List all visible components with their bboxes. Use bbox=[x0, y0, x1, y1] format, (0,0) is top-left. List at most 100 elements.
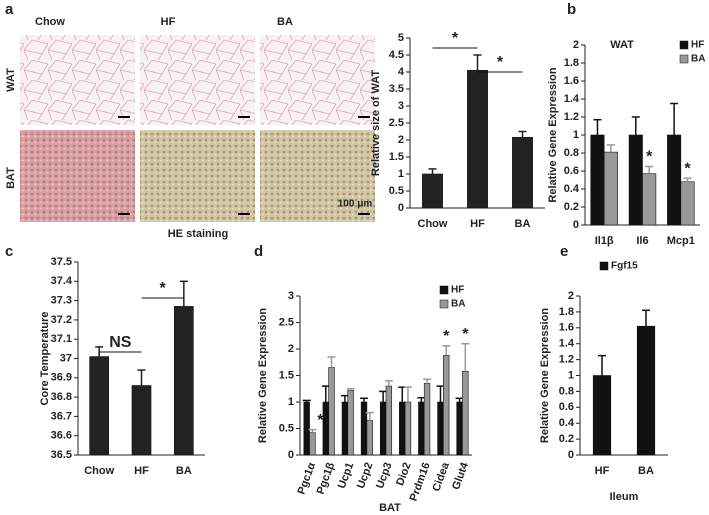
y-tick-label: 1.6 bbox=[559, 322, 574, 334]
caption: HE staining bbox=[168, 228, 229, 240]
y-tick-label: 4 bbox=[398, 66, 405, 78]
x-axis-label: Ileum bbox=[610, 491, 639, 503]
x-tick-label: Il6 bbox=[636, 235, 648, 247]
bar bbox=[590, 134, 605, 226]
legend-label: Fgf15 bbox=[611, 261, 638, 272]
column-label: HF bbox=[161, 16, 176, 28]
y-tick-label: 0.8 bbox=[564, 147, 579, 159]
y-tick-label: 1.5 bbox=[279, 369, 294, 381]
y-axis-label: Relative size of WAT bbox=[370, 70, 382, 176]
y-tick-label: 0.5 bbox=[389, 185, 404, 197]
legend-swatch bbox=[679, 54, 689, 64]
y-tick-label: 0.5 bbox=[279, 422, 294, 434]
bar bbox=[423, 383, 431, 456]
x-tick-label: Chow bbox=[84, 465, 114, 477]
y-tick-label: 36.6 bbox=[51, 430, 72, 442]
legend-label: BA bbox=[451, 299, 465, 310]
bar bbox=[322, 401, 329, 456]
significance: * bbox=[497, 54, 504, 71]
bar bbox=[443, 355, 450, 456]
y-axis-label: Core Temperature bbox=[39, 312, 51, 406]
bar bbox=[360, 401, 368, 456]
x-tick-label: BA bbox=[176, 465, 192, 477]
scale-label: 100 μm bbox=[338, 199, 373, 210]
bar bbox=[309, 432, 316, 456]
y-axis-label: Relative Gene Expression bbox=[547, 67, 559, 202]
y-tick-label: 1.8 bbox=[564, 57, 579, 69]
y-tick-label: 2.5 bbox=[389, 117, 404, 129]
bar bbox=[385, 385, 393, 456]
y-tick-label: 1 bbox=[573, 129, 579, 141]
bar bbox=[404, 401, 412, 456]
y-tick-label: 1.2 bbox=[559, 354, 574, 366]
y-tick-label: 37.2 bbox=[51, 314, 72, 326]
y-tick-label: 1.8 bbox=[559, 306, 574, 318]
y-tick-label: 37.3 bbox=[51, 295, 72, 307]
y-tick-label: 3 bbox=[398, 100, 404, 112]
row-label: WAT bbox=[5, 68, 17, 92]
y-axis-label: Relative Gene Expression bbox=[539, 308, 551, 443]
bar bbox=[592, 375, 612, 456]
column-label: Chow bbox=[35, 16, 65, 28]
y-tick-label: 37 bbox=[60, 352, 72, 364]
legend-label: BA bbox=[691, 54, 705, 65]
bar bbox=[456, 401, 463, 456]
x-tick-label: Dio2 bbox=[394, 461, 413, 488]
y-tick-label: 37.5 bbox=[51, 256, 72, 268]
y-tick-label: 1 bbox=[568, 369, 574, 381]
y-tick-label: 0.6 bbox=[559, 401, 574, 413]
y-tick-label: 4.5 bbox=[389, 49, 404, 61]
bar bbox=[303, 401, 310, 456]
y-tick-label: 2 bbox=[568, 290, 574, 302]
significance: * bbox=[443, 328, 450, 345]
significance: NS bbox=[109, 334, 132, 351]
bar bbox=[667, 134, 682, 226]
y-tick-label: 0.4 bbox=[559, 417, 575, 429]
y-tick-label: 0.8 bbox=[559, 385, 574, 397]
row-label: BAT bbox=[5, 167, 17, 189]
significance: * bbox=[160, 280, 167, 297]
y-tick-label: 0.6 bbox=[564, 165, 579, 177]
x-axis-label: BAT bbox=[379, 502, 401, 514]
y-tick-label: 5 bbox=[398, 32, 404, 44]
legend-swatch bbox=[439, 285, 449, 295]
image bbox=[20, 35, 135, 125]
bar bbox=[512, 136, 533, 209]
bar bbox=[418, 401, 425, 456]
y-tick-label: 36.9 bbox=[51, 372, 72, 384]
significance: * bbox=[646, 149, 653, 166]
y-tick-label: 0.2 bbox=[564, 201, 579, 213]
image bbox=[260, 35, 375, 125]
column-label: BA bbox=[277, 16, 293, 28]
bar bbox=[437, 401, 444, 456]
legend-label: HF bbox=[451, 285, 464, 296]
panel-label: e bbox=[560, 243, 568, 260]
y-tick-label: 0 bbox=[288, 449, 294, 461]
y-tick-label: 0 bbox=[573, 219, 579, 231]
x-tick-label: Chow bbox=[418, 218, 448, 230]
y-tick-label: 1 bbox=[288, 396, 294, 408]
x-tick-label: Ucp3 bbox=[374, 461, 394, 490]
bar bbox=[636, 325, 656, 456]
chart-title: WAT bbox=[610, 39, 634, 51]
bar bbox=[174, 306, 194, 456]
significance: * bbox=[452, 30, 459, 47]
y-tick-label: 0.2 bbox=[559, 433, 574, 445]
legend-swatch bbox=[599, 261, 609, 271]
bar bbox=[379, 401, 387, 456]
bar bbox=[628, 134, 643, 226]
x-tick-label: BA bbox=[638, 465, 654, 477]
panel-label: c bbox=[5, 243, 13, 260]
image bbox=[260, 130, 375, 222]
x-tick-label: HF bbox=[134, 465, 149, 477]
image bbox=[20, 130, 135, 222]
y-tick-label: 1.4 bbox=[559, 338, 575, 350]
y-tick-label: 1 bbox=[398, 168, 404, 180]
y-tick-label: 0.4 bbox=[564, 183, 580, 195]
panel-label: b bbox=[567, 1, 576, 18]
y-tick-label: 0 bbox=[398, 202, 404, 214]
image bbox=[140, 130, 255, 222]
x-tick-label: HF bbox=[470, 218, 485, 230]
bar bbox=[462, 370, 469, 456]
